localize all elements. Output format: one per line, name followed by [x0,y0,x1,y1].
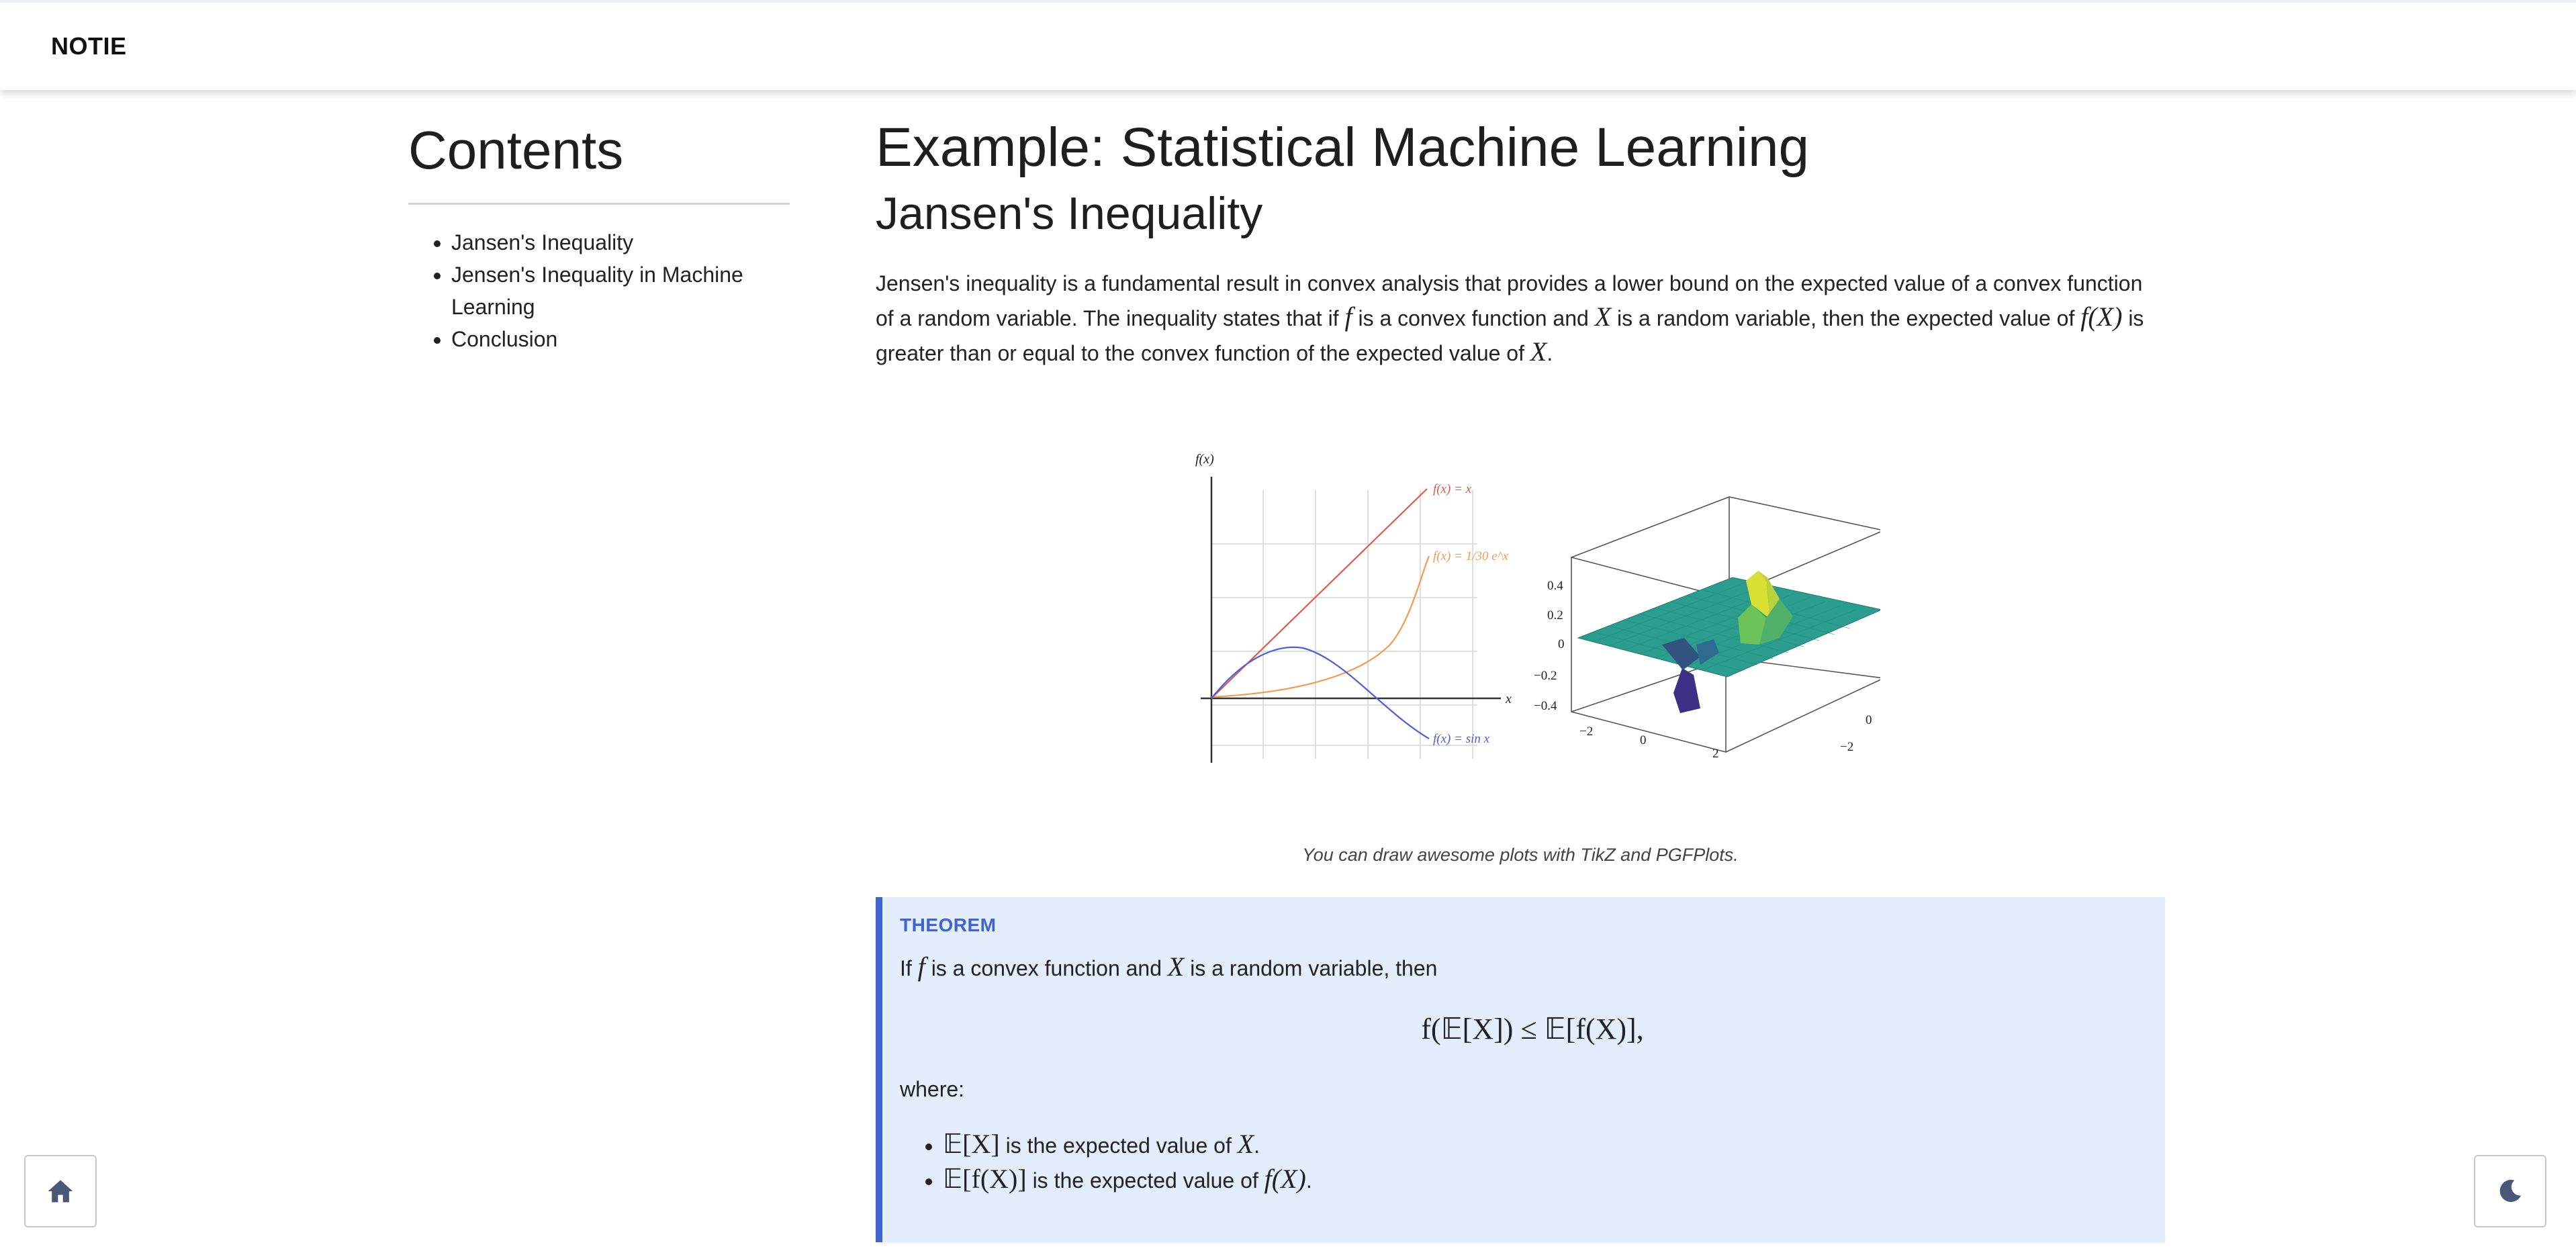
toc-item-jansens-inequality[interactable]: Jansen's Inequality [451,226,790,259]
definition-text: is the expected value of [999,1133,1238,1158]
theorem-text-1: If [900,956,918,980]
intro-text-3: is a random variable, then the expected … [1611,306,2081,330]
definition-item: 𝔼[X] is the expected value of X. [943,1127,2165,1162]
plot-figure: f(x) x f(x) = x f(x) = 1/30 e^x f(x) = s… [1195,452,1880,763]
label-sin: f(x) = sin x [1433,732,1490,746]
theorem-text-3: is a random variable, then [1184,956,1438,980]
y-axis-label: f(x) [1195,452,1214,467]
section-heading: Jansen's Inequality [876,188,1263,239]
math-X: X [1594,301,1612,332]
curve-exp [1211,555,1430,698]
label-exp: f(x) = 1/30 e^x [1433,549,1509,563]
toc-item-jensens-inequality-ml[interactable]: Jensen's Inequality in Machine Learning [451,259,790,323]
table-of-contents: Contents Jansen's Inequality Jensen's In… [408,120,790,355]
theorem-text-2: is a convex function and [925,956,1168,980]
math-f: f [1344,301,1352,332]
label-linear: f(x) = x [1433,482,1472,496]
toc-item-conclusion[interactable]: Conclusion [451,323,790,355]
theorem-label: THEOREM [900,915,997,935]
z-tick-0: 0.4 [1547,579,1563,593]
article: Example: Statistical Machine Learning Ja… [876,114,2165,370]
toc-heading: Contents [408,120,624,180]
x-tick-0: −2 [1579,725,1593,739]
top-navbar: NOTIE [0,0,2576,90]
x-tick-2: 2 [1712,747,1719,761]
function-plot: f(x) x f(x) = x f(x) = 1/30 e^x f(x) = s… [1195,452,1512,763]
moon-icon [2499,1180,2522,1203]
definition-end: . [1254,1133,1260,1158]
theme-toggle-button[interactable] [2474,1155,2546,1227]
definition-math: 𝔼[X] [943,1129,1000,1159]
intro-text-5: . [1547,341,1553,365]
page-title: Example: Statistical Machine Learning [876,117,1810,178]
math-fX: f(X) [2080,301,2123,332]
theorem-formula: f(𝔼[X]) ≤ 𝔼[f(X)], [1421,1013,1644,1045]
x-axis-label: x [1505,692,1512,706]
theorem-box: THEOREM If f is a convex function and X … [876,897,2165,1242]
z-tick-1: 0.2 [1547,608,1563,622]
definition-end: . [1305,1168,1312,1193]
theorem-math-X: X [1167,951,1185,982]
z-tick-2: 0 [1558,637,1565,651]
x-tick-1: 0 [1640,733,1647,747]
y-tick-2: −2 [1840,740,1853,754]
home-icon [48,1180,73,1203]
theorem-math-f: f [917,951,925,982]
intro-text-2: is a convex function and [1352,306,1595,330]
z-tick-3: −0.2 [1534,669,1557,683]
theorem-definitions: 𝔼[X] is the expected value of X. 𝔼[f(X)]… [900,1127,2165,1197]
surface-plot: 0.4 0.2 0 −0.2 −0.4 −2 0 2 2 0 −2 [1534,496,1880,761]
brand-logo[interactable]: NOTIE [51,32,127,60]
theorem-where: where: [900,1077,965,1101]
figure-caption: You can draw awesome plots with TikZ and… [1302,845,1739,865]
intro-paragraph: Jensen's inequality is a fundamental res… [876,267,2165,370]
math-X-2: X [1530,336,1547,367]
toc-list: Jansen's Inequality Jensen's Inequality … [408,226,790,355]
definition-math-2: f(X) [1264,1164,1306,1194]
definition-item: 𝔼[f(X)] is the expected value of f(X). [943,1162,2165,1197]
intro-text-1: Jensen's inequality is a fundamental res… [876,271,2143,330]
home-button[interactable] [24,1155,97,1227]
definition-text: is the expected value of [1026,1168,1264,1193]
theorem-statement: If f is a convex function and X is a ran… [900,951,2165,982]
toc-divider [408,203,790,205]
definition-math: 𝔼[f(X)] [943,1164,1027,1194]
definition-math-2: X [1237,1129,1254,1159]
curve-sin [1211,646,1430,739]
y-tick-1: 0 [1866,713,1872,727]
z-tick-4: −0.4 [1534,699,1557,713]
intro-text-4: is greater than or equal to the convex f… [876,306,2144,365]
